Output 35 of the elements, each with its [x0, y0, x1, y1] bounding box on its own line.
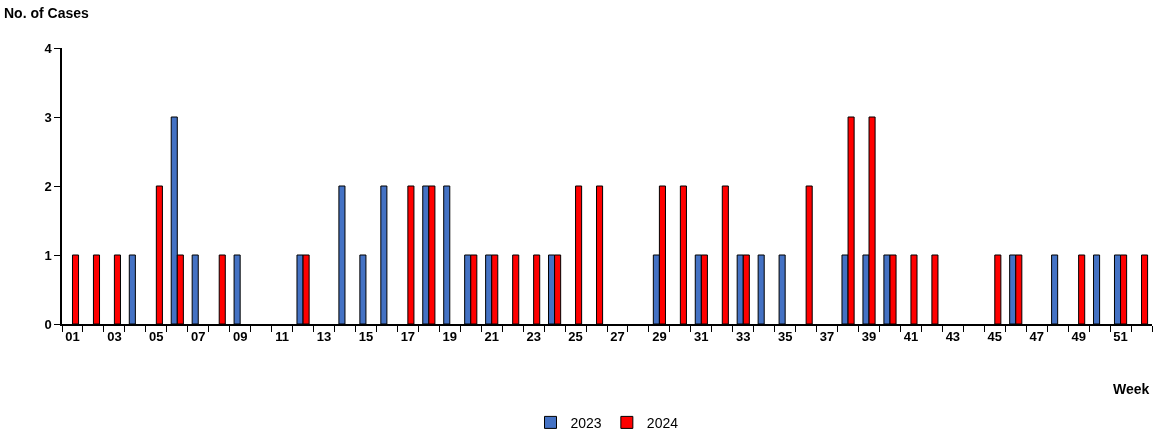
x-tick-label: 43 [945, 329, 961, 345]
x-tick-label: 11 [275, 329, 289, 345]
x-axis-title: Week [1113, 381, 1150, 397]
x-tick-label: 21 [484, 329, 499, 345]
x-tick-label: 13 [316, 329, 332, 345]
x-tick-label: 31 [694, 329, 709, 345]
y-tick-label: 2 [44, 178, 52, 194]
x-tick-label: 07 [191, 329, 206, 345]
y-axis-title: No. of Cases [4, 5, 90, 21]
x-tick-label: 01 [65, 329, 80, 345]
x-tick-label: 05 [149, 329, 164, 345]
legend-label: 2023 [570, 414, 602, 431]
y-tick-label: 0 [44, 316, 52, 332]
x-tick-label: 23 [526, 329, 541, 345]
x-tick-label: 25 [568, 329, 583, 345]
x-tick-label: 47 [1029, 329, 1044, 345]
x-tick-label: 49 [1071, 329, 1086, 345]
x-tick-label: 33 [736, 329, 751, 345]
x-tick-label: 17 [400, 329, 416, 345]
x-tick-label: 39 [861, 329, 877, 345]
y-tick-label: 1 [44, 247, 52, 263]
x-tick-label: 03 [107, 329, 122, 345]
x-tick-label: 29 [652, 329, 667, 345]
y-tick-label: 4 [44, 40, 53, 56]
x-tick-label: 19 [442, 329, 458, 345]
x-tick-label: 51 [1113, 329, 1128, 345]
x-tick-label: 35 [777, 329, 793, 345]
x-tick-label: 09 [232, 329, 248, 345]
x-tick-label: 15 [358, 329, 374, 345]
x-tick-label: 37 [819, 329, 835, 345]
x-tick-label: 41 [903, 329, 919, 345]
legend-label: 2024 [646, 414, 679, 431]
x-tick-label: 45 [987, 329, 1003, 345]
y-tick-label: 3 [44, 109, 52, 125]
x-tick-label: 27 [610, 329, 625, 345]
